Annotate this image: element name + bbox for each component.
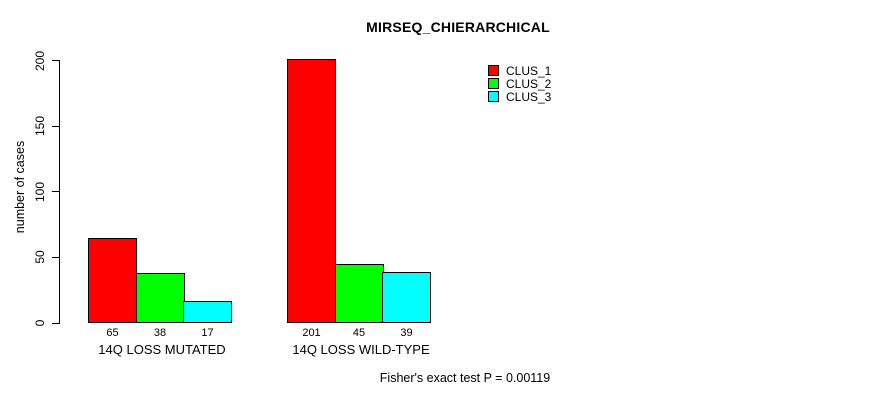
legend-label-clus_1: CLUS_1 <box>506 64 552 78</box>
y-axis-label: number of cases <box>13 140 27 234</box>
legend-swatch-clus_2 <box>488 78 499 89</box>
legend-swatch-clus_3 <box>488 91 499 102</box>
y-tick-label-0: 0 <box>33 319 47 327</box>
bar-clus_3-group1 <box>183 300 232 323</box>
y-tick-150 <box>52 125 60 127</box>
category-label-14q-loss-wild-type: 14Q LOSS WILD-TYPE <box>292 342 430 357</box>
y-tick-label-100: 100 <box>33 181 47 202</box>
y-tick-50 <box>52 256 60 258</box>
bar-value-label-clus_2-group2: 45 <box>352 327 366 339</box>
bar-clus_2-group2 <box>334 263 384 323</box>
bar-clus_1-group1 <box>88 237 137 323</box>
legend-swatch-clus_1 <box>488 65 499 76</box>
bar-value-label-clus_1-group1: 65 <box>106 327 119 339</box>
y-tick-0 <box>52 322 60 324</box>
chart-title: MIRSEQ_CHIERARCHICAL <box>366 19 550 35</box>
bar-value-label-clus_3-group1: 17 <box>201 327 214 339</box>
y-tick-label-150: 150 <box>33 116 47 137</box>
legend-label-clus_3: CLUS_3 <box>506 90 552 104</box>
y-tick-200 <box>52 60 60 61</box>
category-label-14q-loss-mutated: 14Q LOSS MUTATED <box>98 342 226 357</box>
bar-clus_2-group1 <box>135 273 185 323</box>
y-tick-label-200: 200 <box>33 50 47 71</box>
bar-clus_3-group2 <box>382 271 431 323</box>
annotation-text: Fisher's exact test P = 0.00119 <box>379 371 551 385</box>
bar-clus_1-group2 <box>287 59 336 323</box>
y-tick-100 <box>52 191 60 193</box>
bar-value-label-clus_2-group1: 38 <box>153 327 167 339</box>
y-tick-label-50: 50 <box>33 250 47 265</box>
bar-value-label-clus_1-group2: 201 <box>302 327 321 339</box>
bar-value-label-clus_3-group2: 39 <box>400 327 413 339</box>
legend-label-clus_2: CLUS_2 <box>506 77 552 91</box>
